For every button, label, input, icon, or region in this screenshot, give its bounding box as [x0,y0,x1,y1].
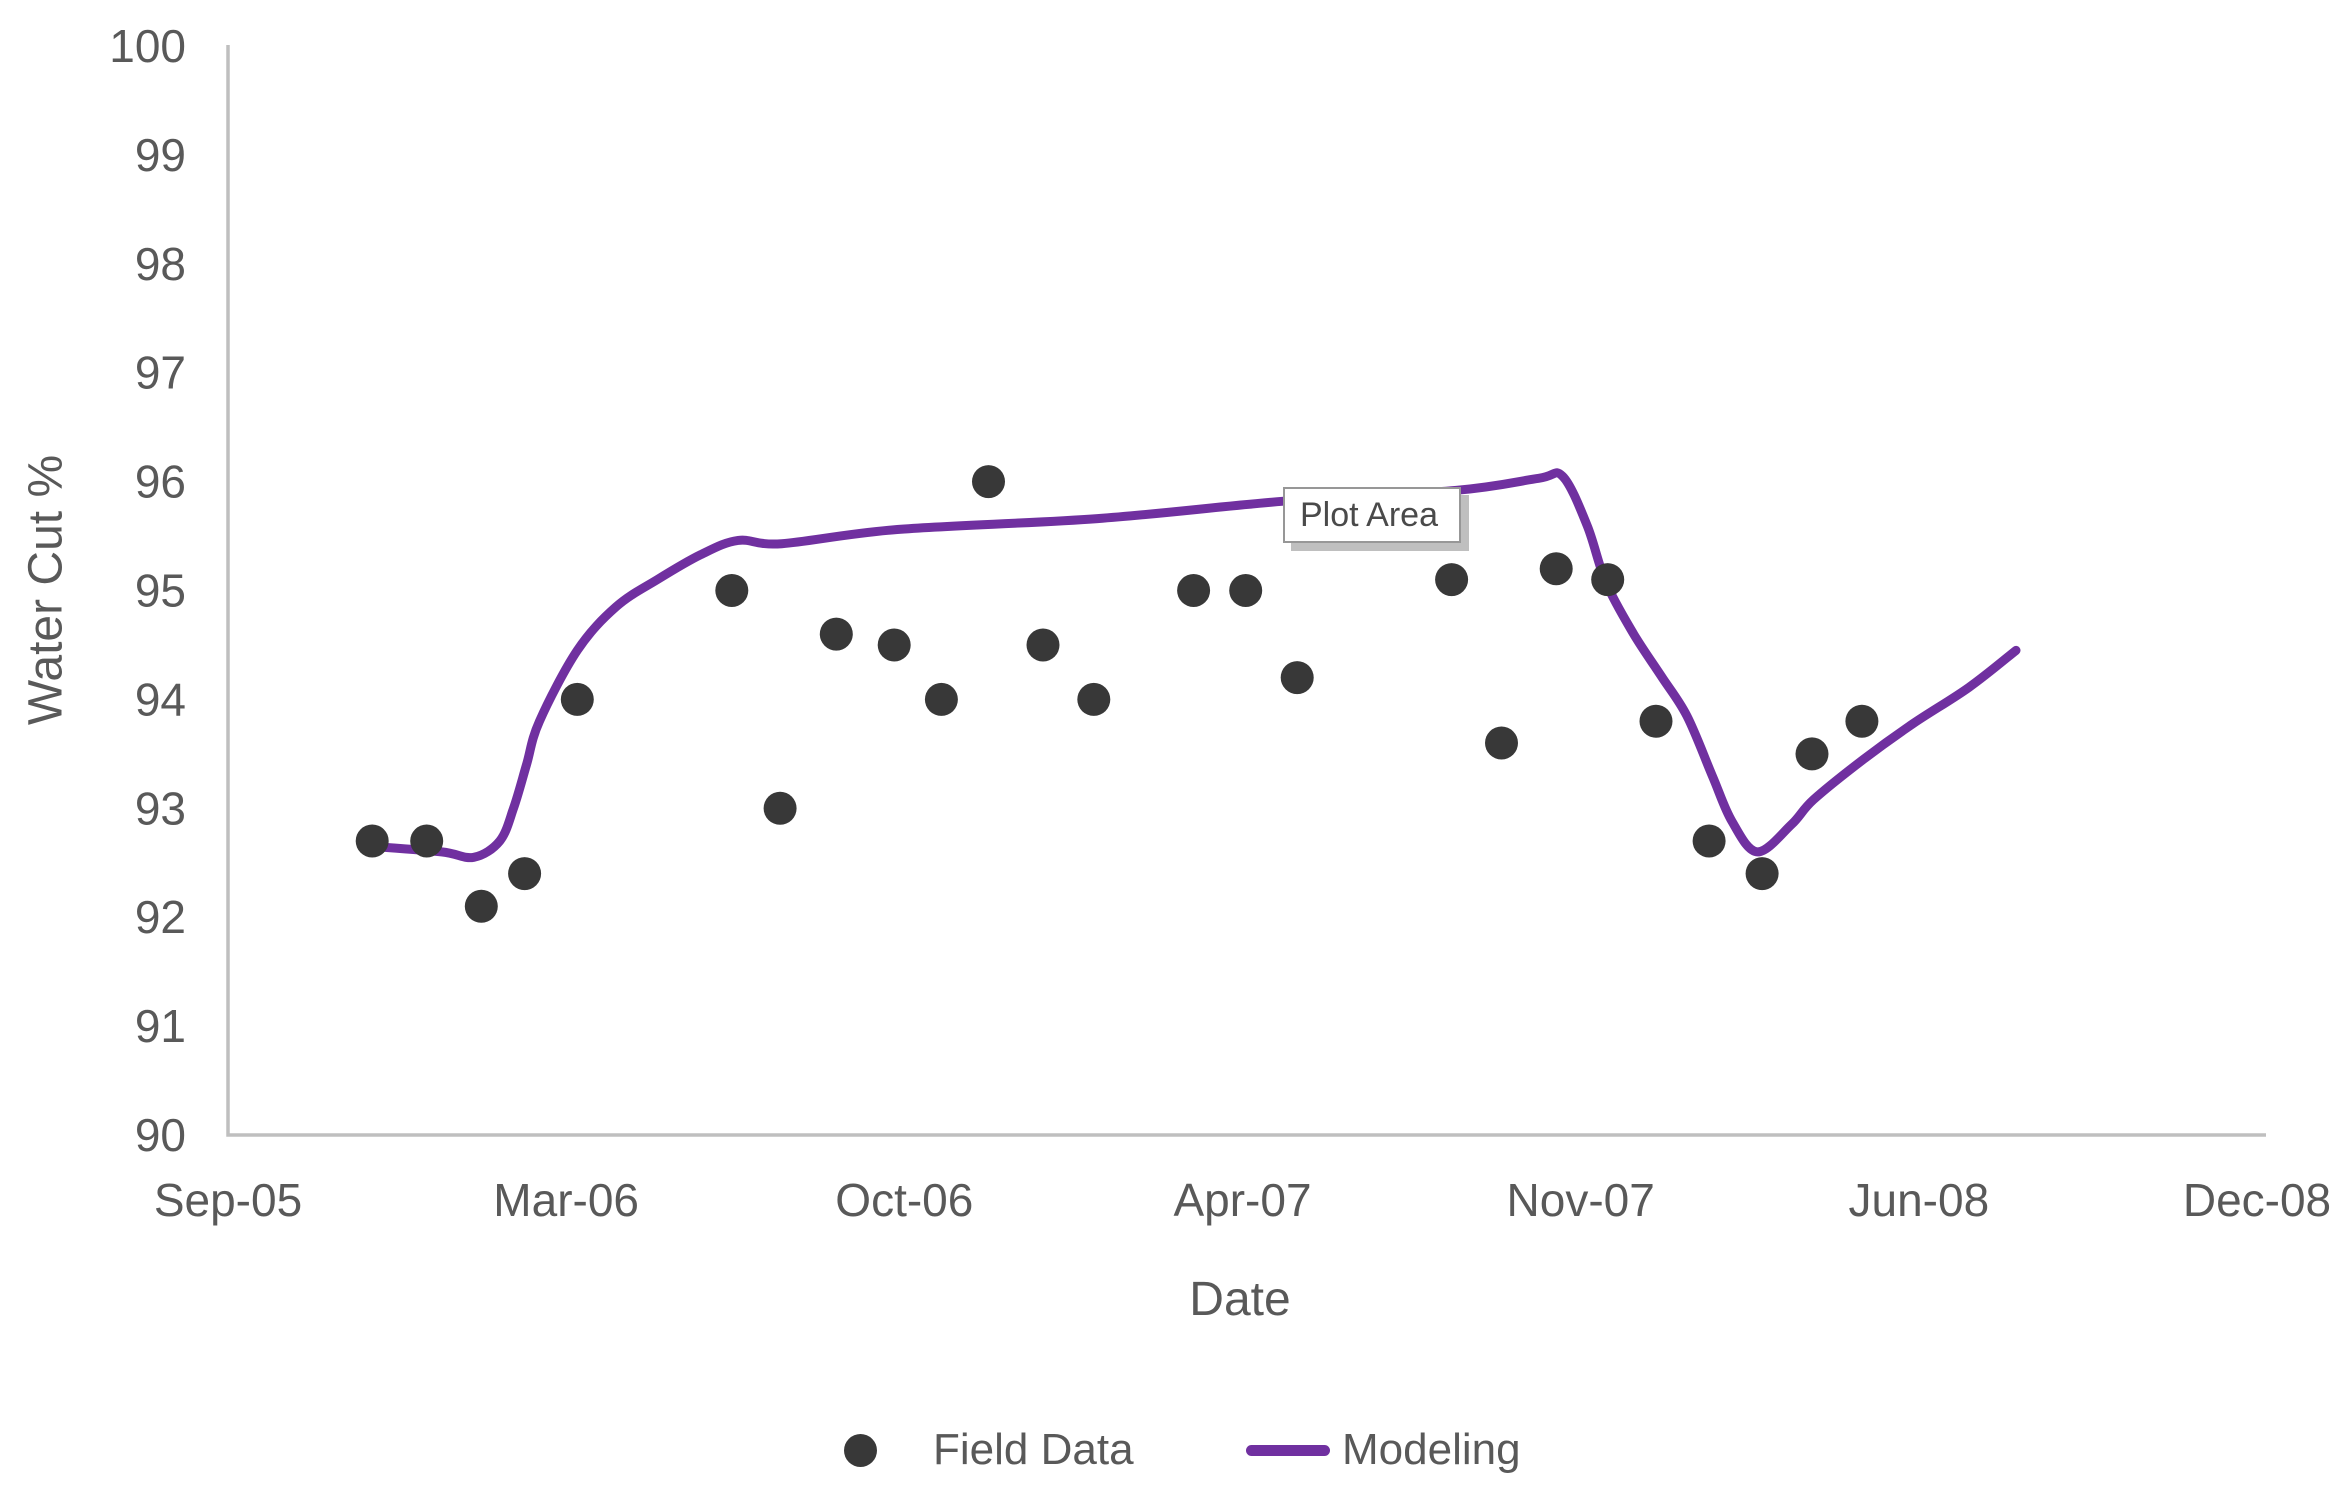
legend-label-modeling[interactable]: Modeling [1342,1425,1521,1474]
field-data-point[interactable] [1280,661,1314,695]
y-tick-label: 93 [135,782,186,834]
axis-lines [226,45,2266,1137]
x-tick-label: Mar-06 [493,1174,639,1226]
field-data-point[interactable] [464,889,498,923]
y-tick-label: 90 [135,1109,186,1161]
y-tick-label: 98 [135,238,186,290]
y-tick-label: 95 [135,565,186,617]
field-data-point[interactable] [972,465,1005,499]
field-data-point[interactable] [1639,704,1673,738]
x-tick-label: Apr-07 [1173,1174,1311,1226]
field-data-point[interactable] [1435,563,1469,597]
field-data-point[interactable] [877,628,911,662]
x-tick-label: Jun-08 [1849,1174,1990,1226]
field-data-point[interactable] [1077,682,1111,716]
x-tick-label: Sep-05 [154,1174,302,1226]
field-data-point[interactable] [560,682,594,716]
field-data-point[interactable] [763,791,797,825]
field-data-point[interactable] [715,574,749,607]
y-tick-label: 97 [135,347,186,399]
field-data-point[interactable] [355,824,389,858]
y-tick-label: 99 [135,129,186,181]
plot-area-tooltip-text: Plot Area [1300,495,1438,534]
x-tick-label: Oct-06 [835,1174,973,1226]
x-axis-title: Date [1189,1273,1291,1326]
field-data-point[interactable] [508,857,542,891]
plot-area-tooltip: Plot Area [1283,487,1461,543]
field-data-point[interactable] [410,824,444,858]
field-data-point[interactable] [1485,726,1518,760]
x-tick-label: Dec-08 [2183,1174,2331,1226]
y-tick-label: 91 [135,1000,186,1052]
legend-marker-field-data [844,1434,877,1467]
x-tick-label: Nov-07 [1507,1174,1655,1226]
y-tick-label: 96 [135,456,186,508]
field-data-point[interactable] [1591,563,1625,597]
field-data-point[interactable] [819,617,853,651]
field-data-point[interactable] [1845,704,1879,738]
legend-label-field-data[interactable]: Field Data [933,1425,1134,1474]
y-tick-label: 92 [135,891,186,943]
field-data-point[interactable] [1229,574,1263,607]
legend-marker-modeling [1246,1445,1330,1456]
field-data-point[interactable] [1026,628,1060,662]
y-tick-label: 94 [135,673,186,725]
field-data-point[interactable] [1539,552,1573,586]
y-axis-title: Water Cut % [19,454,73,726]
y-tick-label: 100 [109,20,186,72]
field-data-point[interactable] [1745,857,1779,891]
field-data-point[interactable] [1795,737,1829,771]
legend: Field Data Modeling [0,1420,2342,1480]
field-data-point[interactable] [924,682,958,716]
field-data-point[interactable] [1177,574,1211,607]
field-data-point[interactable] [1692,824,1726,858]
